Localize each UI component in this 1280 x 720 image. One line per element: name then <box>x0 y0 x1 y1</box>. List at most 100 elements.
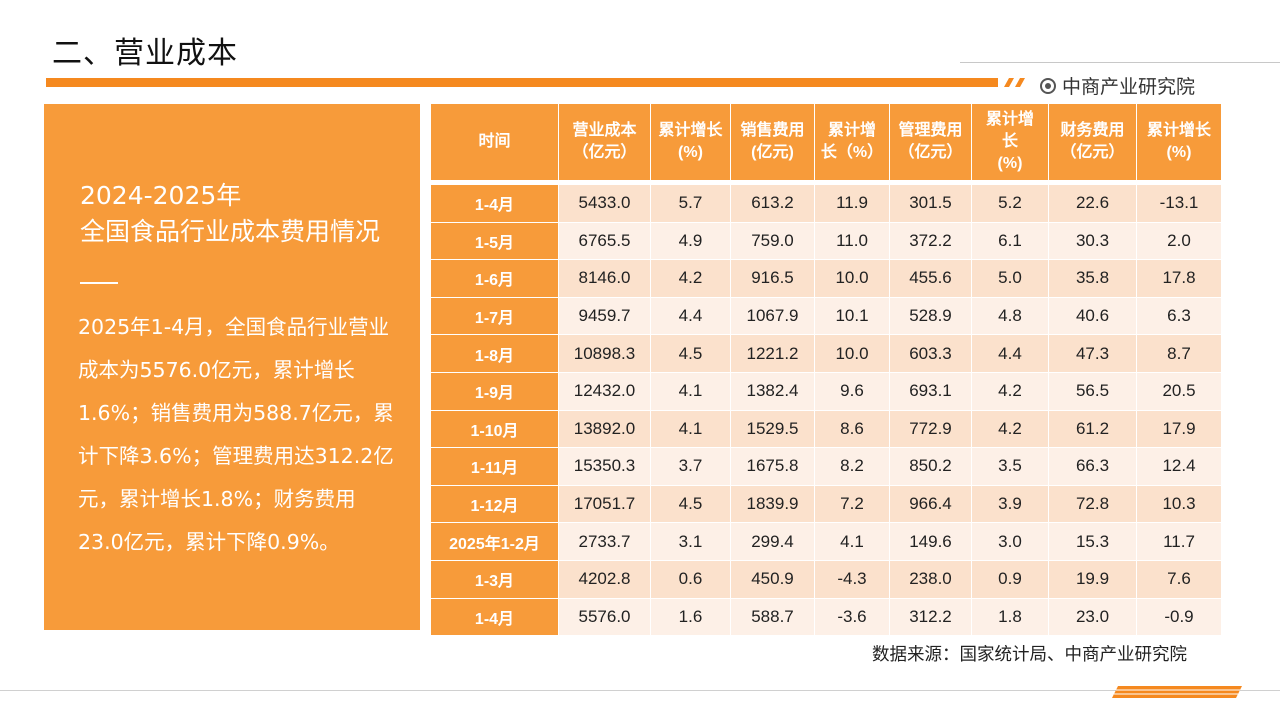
value-cell: 1221.2 <box>731 334 815 372</box>
column-header-line: 长 <box>1001 133 1018 150</box>
value-cell: 3.7 <box>651 447 731 485</box>
column-header: 销售费用 (亿元) <box>731 104 815 180</box>
value-cell: 15350.3 <box>559 447 651 485</box>
column-header-line: （亿元） <box>1060 144 1125 161</box>
value-cell: 10.3 <box>1137 484 1221 523</box>
value-cell: 9.6 <box>815 371 890 410</box>
value-cell: 312.2 <box>890 597 972 636</box>
value-cell: 1.6 <box>651 597 731 636</box>
value-cell: 3.0 <box>972 522 1049 560</box>
summary-title-line2: 全国食品行业成本费用情况 <box>80 217 381 246</box>
value-cell: 613.2 <box>731 184 815 222</box>
value-cell: 11.7 <box>1137 522 1221 560</box>
value-cell: 23.0 <box>1049 597 1137 636</box>
summary-panel: 2024-2025年 全国食品行业成本费用情况 2025年1-4月，全国食品行业… <box>44 104 420 630</box>
value-cell: -4.3 <box>815 559 890 598</box>
value-cell: 2.0 <box>1137 221 1221 260</box>
value-cell: 301.5 <box>890 184 972 222</box>
value-cell: 455.6 <box>890 259 972 297</box>
value-cell: 1382.4 <box>731 371 815 410</box>
brand-logo-icon <box>1040 77 1056 94</box>
value-cell: 603.3 <box>890 334 972 372</box>
value-cell: 238.0 <box>890 559 972 598</box>
value-cell: 5.2 <box>972 184 1049 222</box>
column-header: 累计增长 (%) <box>651 104 731 180</box>
column-header: 累计增长 (%) <box>1137 104 1221 180</box>
brand-name: 中商产业研究院 <box>1062 76 1196 98</box>
value-cell: 8.2 <box>815 447 890 485</box>
value-cell: 11.9 <box>815 184 890 222</box>
period-cell: 1-8月 <box>431 334 559 372</box>
column-header-line: 累计增 <box>827 122 876 139</box>
table-row: 1-4月 5433.0 5.7 613.2 11.9 301.5 5.2 22.6 -13.1 <box>431 184 1221 222</box>
value-cell: -3.6 <box>815 597 890 636</box>
value-cell: 10.1 <box>815 296 890 335</box>
stripes-icon <box>1004 78 1025 87</box>
value-cell: 772.9 <box>890 409 972 448</box>
column-header-line: (亿元) <box>751 144 794 161</box>
value-cell: 9459.7 <box>559 296 651 335</box>
value-cell: 693.1 <box>890 371 972 410</box>
value-cell: 4202.8 <box>559 559 651 598</box>
value-cell: 850.2 <box>890 447 972 485</box>
value-cell: 20.5 <box>1137 371 1221 410</box>
value-cell: 1839.9 <box>731 484 815 523</box>
table-row: 1-12月 17051.7 4.5 1839.9 7.2 966.4 3.9 72.8 10.3 <box>431 484 1221 523</box>
value-cell: 4.5 <box>651 334 731 372</box>
value-cell: 5576.0 <box>559 597 651 636</box>
period-cell: 1-4月 <box>431 184 559 222</box>
value-cell: 40.6 <box>1049 296 1137 335</box>
value-cell: 1.8 <box>972 597 1049 636</box>
period-cell: 1-5月 <box>431 221 559 260</box>
table-row: 1-10月 13892.0 4.1 1529.5 8.6 772.9 4.2 61.2 17.9 <box>431 409 1221 448</box>
value-cell: 528.9 <box>890 296 972 335</box>
value-cell: 47.3 <box>1049 334 1137 372</box>
column-header-line: (%) <box>1166 144 1192 161</box>
summary-title-line1: 2024-2025年 <box>80 181 242 210</box>
value-cell: 4.4 <box>972 334 1049 372</box>
value-cell: 17051.7 <box>559 484 651 523</box>
value-cell: 56.5 <box>1049 371 1137 410</box>
period-cell: 1-4月 <box>431 597 559 636</box>
value-cell: 19.9 <box>1049 559 1137 598</box>
value-cell: 8.7 <box>1137 334 1221 372</box>
table-row: 1-3月 4202.8 0.6 450.9 -4.3 238.0 0.9 19.9 7.6 <box>431 559 1221 598</box>
period-cell: 1-3月 <box>431 559 559 598</box>
value-cell: 13892.0 <box>559 409 651 448</box>
column-header-line: 销售费用 <box>740 122 805 139</box>
value-cell: 5.7 <box>651 184 731 222</box>
value-cell: 8.6 <box>815 409 890 448</box>
column-header-line: 累计增长 <box>658 122 723 139</box>
value-cell: -13.1 <box>1137 184 1221 222</box>
brand: 中商产业研究院 <box>1040 72 1195 99</box>
value-cell: 72.8 <box>1049 484 1137 523</box>
header-gap <box>431 180 1221 184</box>
value-cell: 0.6 <box>651 559 731 598</box>
value-cell: 30.3 <box>1049 221 1137 260</box>
column-header-line: 累计增 <box>985 111 1034 128</box>
table-header-row: 时间 营业成本 （亿元） 累计增长 (%) 销售费用 (亿元) 累计增 长（%） 管理费用 （亿元）… <box>431 104 1221 180</box>
column-header: 管理费用 （亿元） <box>890 104 972 180</box>
value-cell: 4.2 <box>651 259 731 297</box>
value-cell: 966.4 <box>890 484 972 523</box>
column-header-line: 营业成本 <box>572 122 637 139</box>
value-cell: 66.3 <box>1049 447 1137 485</box>
value-cell: 61.2 <box>1049 409 1137 448</box>
value-cell: 6.3 <box>1137 296 1221 335</box>
value-cell: 8146.0 <box>559 259 651 297</box>
column-header: 累计增长 (%) <box>972 104 1049 180</box>
footer-stripes-icon <box>1112 686 1242 698</box>
value-cell: 1067.9 <box>731 296 815 335</box>
column-header: 营业成本 （亿元） <box>559 104 651 180</box>
period-cell: 2025年1-2月 <box>431 522 559 560</box>
value-cell: 4.8 <box>972 296 1049 335</box>
column-header-line: (%) <box>997 155 1023 172</box>
summary-title: 2024-2025年 全国食品行业成本费用情况 <box>80 178 380 250</box>
table-row: 1-7月 9459.7 4.4 1067.9 10.1 528.9 4.8 40.6 6.3 <box>431 296 1221 335</box>
value-cell: 6.1 <box>972 221 1049 260</box>
value-cell: 916.5 <box>731 259 815 297</box>
table-row: 1-6月 8146.0 4.2 916.5 10.0 455.6 5.0 35.8 17.8 <box>431 259 1221 297</box>
table-body: 1-4月 5433.0 5.7 613.2 11.9 301.5 5.2 22.6 -13.1 1… <box>431 180 1221 636</box>
value-cell: 299.4 <box>731 522 815 560</box>
column-header-line: 管理费用 <box>898 122 963 139</box>
